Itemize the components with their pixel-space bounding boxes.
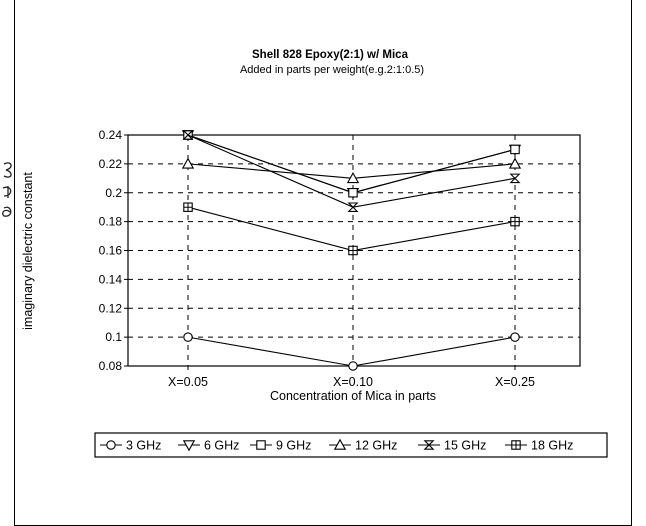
- chart-subtitle: Added in parts per weight(e.g.2:1:0.5): [240, 64, 424, 76]
- marker-tri-up: [333, 438, 347, 450]
- margin-scribble: [2, 162, 12, 217]
- marker-circle: [106, 440, 116, 450]
- chart-title: Shell 828 Epoxy(2:1) w/ Mica: [252, 49, 409, 61]
- marker-hourglass: [423, 440, 435, 450]
- legend-label: 18 GHz: [531, 439, 573, 453]
- y-tick-label: 0.2: [105, 186, 122, 200]
- x-axis-label: Concentration of Mica in parts: [270, 389, 436, 403]
- legend-item: 18 GHz: [505, 439, 573, 453]
- marker-tri-down: [182, 440, 196, 452]
- marker-hourglass: [347, 202, 359, 212]
- legend-item: 6 GHz: [178, 439, 239, 453]
- y-tick-label: 0.08: [99, 359, 123, 373]
- y-tick-label: 0.18: [99, 215, 123, 229]
- legend-item: 15 GHz: [418, 439, 486, 453]
- y-tick-label: 0.22: [99, 157, 123, 171]
- legend-label: 9 GHz: [276, 439, 311, 453]
- legend-item: 12 GHz: [329, 439, 397, 453]
- marker-tri-up: [508, 157, 522, 169]
- x-tick-label: X=0.25: [495, 375, 535, 389]
- y-axis-label: imaginary dielectric constant: [21, 172, 35, 330]
- legend-item: 9 GHz: [250, 439, 311, 453]
- marker-cross: [511, 440, 521, 450]
- y-tick-label: 0.14: [99, 272, 123, 286]
- marker-cross: [510, 217, 520, 226]
- legend-label: 3 GHz: [126, 439, 161, 453]
- legend-label: 15 GHz: [444, 439, 486, 453]
- y-tick-label: 0.1: [105, 330, 122, 344]
- marker-box-plus: [511, 440, 521, 450]
- series-3-ghz: [183, 332, 520, 371]
- marker-square: [256, 440, 266, 450]
- series-line: [187, 206, 516, 252]
- y-tick-label: 0.12: [99, 301, 123, 315]
- legend-item: 3 GHz: [100, 439, 161, 453]
- marker-circle: [348, 361, 358, 371]
- x-tick-label: X=0.05: [168, 375, 208, 389]
- marker-box-plus: [348, 245, 358, 256]
- series-15-ghz: [182, 130, 521, 212]
- marker-square: [510, 144, 520, 155]
- marker-tri-up: [181, 157, 195, 169]
- plot-area: 0.24 0.22 0.2 0.18 0.16 0.14 0.12 0.1 0.08 X=0.05…: [99, 128, 581, 389]
- marker-hourglass: [182, 130, 194, 140]
- marker-circle: [510, 332, 520, 342]
- series-12-ghz: [181, 157, 522, 184]
- y-tick-label: 0.16: [99, 244, 123, 258]
- marker-hourglass: [509, 173, 521, 184]
- legend-label: 12 GHz: [355, 439, 397, 453]
- marker-square: [348, 188, 358, 198]
- marker-cross: [183, 202, 193, 212]
- legend: 3 GHz 6 GHz 9 GHz 12 GHz 15 GHz 18 GHz: [94, 432, 608, 458]
- marker-tri-up: [346, 171, 360, 184]
- marker-box-plus: [510, 216, 520, 227]
- legend-label: 6 GHz: [204, 439, 239, 453]
- series-18-ghz: [183, 202, 520, 256]
- marker-circle: [183, 332, 193, 342]
- y-tick-label: 0.24: [99, 128, 123, 142]
- x-tick-label: X=0.10: [333, 375, 373, 389]
- marker-box-plus: [183, 202, 193, 212]
- marker-cross: [348, 246, 358, 255]
